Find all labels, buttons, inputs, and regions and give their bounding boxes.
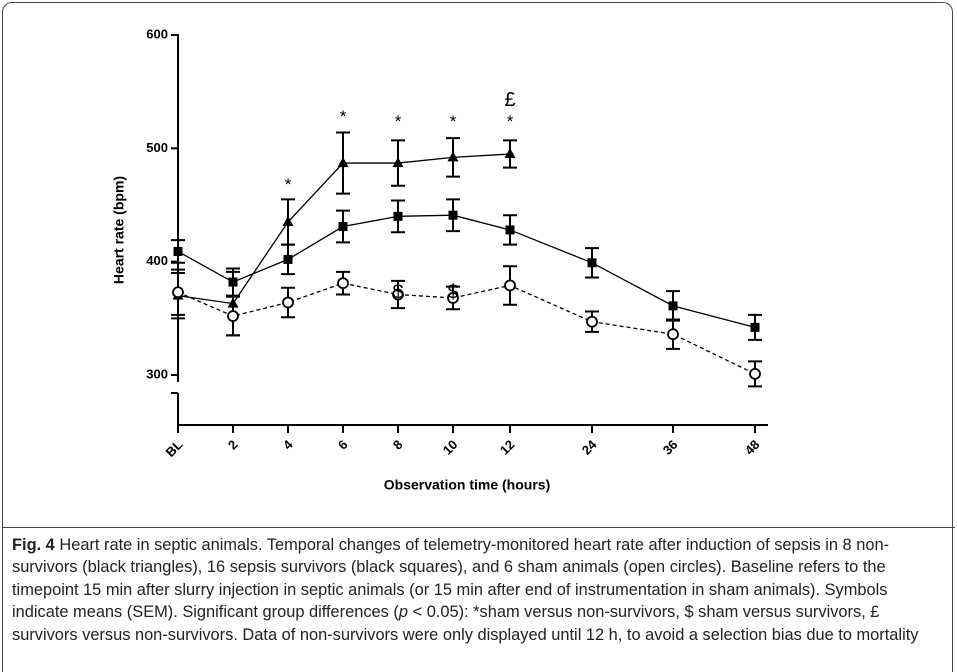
- circle-marker: [392, 288, 404, 301]
- y-tick-label: 500: [146, 140, 168, 155]
- x-tick-label: 36: [660, 437, 681, 458]
- chart: Heart rate (bpm) Observation time (hours…: [111, 26, 768, 493]
- series-line: [177, 282, 756, 375]
- caption-text: < 0.05): *sham versus non-survivors, $ s…: [12, 603, 919, 644]
- y-tick-label: 400: [146, 253, 168, 268]
- y-tick-label: 300: [146, 366, 168, 381]
- circle-marker: [586, 315, 598, 328]
- separator: [2, 527, 955, 528]
- x-tick-label: 6: [335, 437, 351, 453]
- triangle-marker: [447, 151, 459, 162]
- y-axis-title: Heart rate (bpm): [111, 176, 127, 284]
- circle-marker: [749, 367, 761, 380]
- square-marker: [228, 277, 238, 287]
- square-marker: [750, 322, 760, 332]
- x-tick-label: 8: [390, 437, 406, 453]
- square-marker: [173, 246, 183, 256]
- annotation: *: [340, 107, 347, 126]
- x-tick-label: 2: [225, 437, 241, 453]
- circle-marker: [227, 310, 239, 322]
- annotation: £: [504, 89, 515, 111]
- caption-italic: p: [398, 603, 409, 622]
- triangle-marker: [282, 216, 294, 226]
- square-marker: [587, 258, 597, 268]
- x-tick-label: 24: [579, 436, 600, 457]
- caption: Fig. 4 Heart rate in septic animals. Tem…: [12, 534, 947, 646]
- x-tick-label: 48: [742, 437, 763, 458]
- square-marker: [505, 225, 515, 235]
- triangle-marker: [337, 157, 349, 168]
- triangle-marker: [504, 148, 516, 158]
- annotation: *: [450, 112, 457, 131]
- square-marker: [448, 210, 458, 220]
- annotation: $: [392, 282, 403, 304]
- square-marker: [338, 222, 348, 232]
- x-tick-label: 10: [440, 437, 461, 458]
- square-marker: [283, 254, 293, 264]
- annotation: *: [507, 112, 514, 131]
- x-tick-label: BL: [163, 437, 186, 460]
- circle-marker: [337, 277, 349, 290]
- x-tick-label: 4: [280, 436, 296, 452]
- circle-marker: [447, 292, 459, 304]
- annotation: $: [447, 282, 458, 304]
- circle-marker: [172, 286, 184, 299]
- circle-marker: [667, 328, 679, 341]
- square-marker: [668, 301, 678, 311]
- circle-marker: [504, 279, 516, 292]
- triangle-marker: [392, 157, 404, 168]
- annotation: *: [395, 112, 402, 131]
- caption-label: Fig. 4: [12, 536, 55, 554]
- square-marker: [393, 211, 403, 221]
- annotation: *: [285, 175, 292, 194]
- x-axis-title: Observation time (hours): [384, 477, 550, 493]
- y-tick-label: 600: [146, 26, 168, 41]
- x-tick-label: 12: [497, 437, 518, 458]
- circle-marker: [282, 296, 294, 309]
- series-line: [177, 214, 756, 329]
- caption-text: Heart rate in septic animals. Temporal c…: [12, 536, 890, 622]
